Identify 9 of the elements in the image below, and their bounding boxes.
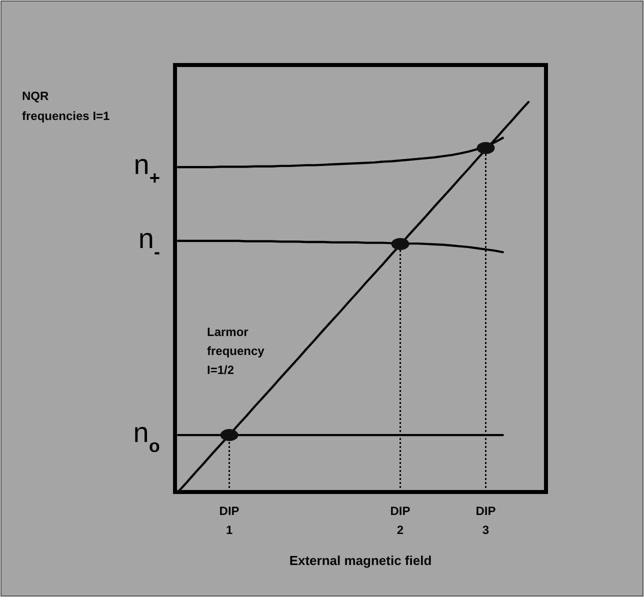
- text: n$_{-}$: [138, 223, 160, 262]
- text: NQR frequencies I=1: [22, 89, 110, 123]
- text: n$_{+}$: [134, 149, 160, 188]
- x-axis-title: External magnetic field: [289, 553, 432, 568]
- x-tick-label: DIP 3: [476, 504, 496, 537]
- x-tick-label: DIP 2: [390, 504, 410, 537]
- annotation: Larmor frequency I=1/2: [207, 325, 265, 377]
- text: n$_{o}$: [133, 417, 160, 456]
- x-tick-label: DIP 1: [219, 504, 240, 537]
